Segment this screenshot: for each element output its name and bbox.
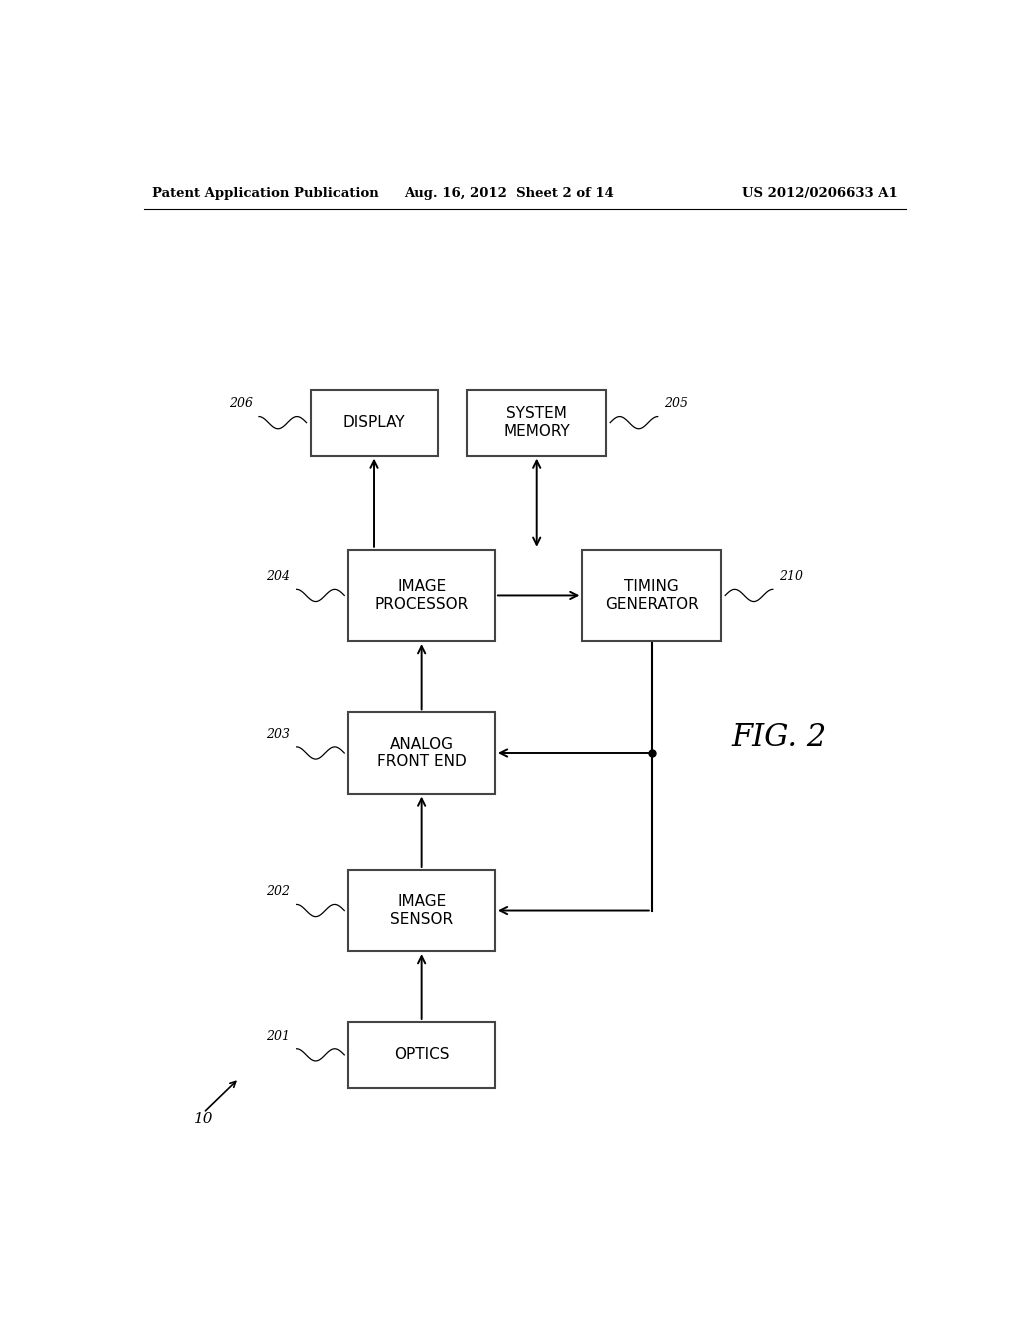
Text: Aug. 16, 2012  Sheet 2 of 14: Aug. 16, 2012 Sheet 2 of 14 [404,187,613,201]
Bar [583,549,721,642]
Text: 10: 10 [194,1111,213,1126]
Bar [348,713,495,793]
Text: DISPLAY: DISPLAY [343,416,406,430]
Text: US 2012/0206633 A1: US 2012/0206633 A1 [742,187,898,201]
Text: 201: 201 [266,1030,290,1043]
Text: OPTICS: OPTICS [394,1047,450,1063]
Text: FIG. 2: FIG. 2 [731,722,826,754]
Text: 202: 202 [266,886,290,899]
Text: IMAGE
PROCESSOR: IMAGE PROCESSOR [375,579,469,611]
Text: SYSTEM
MEMORY: SYSTEM MEMORY [504,407,570,438]
Bar [348,1022,495,1088]
Text: 205: 205 [665,397,688,411]
Text: 203: 203 [266,727,290,741]
Text: Patent Application Publication: Patent Application Publication [152,187,379,201]
Text: 206: 206 [228,397,253,411]
Bar [348,549,495,642]
Bar [467,389,606,455]
Text: TIMING
GENERATOR: TIMING GENERATOR [605,579,698,611]
Text: IMAGE
SENSOR: IMAGE SENSOR [390,895,454,927]
Text: 210: 210 [779,570,803,583]
Text: ANALOG
FRONT END: ANALOG FRONT END [377,737,467,770]
Bar [310,389,437,455]
Text: 204: 204 [266,570,290,583]
Bar [348,870,495,952]
